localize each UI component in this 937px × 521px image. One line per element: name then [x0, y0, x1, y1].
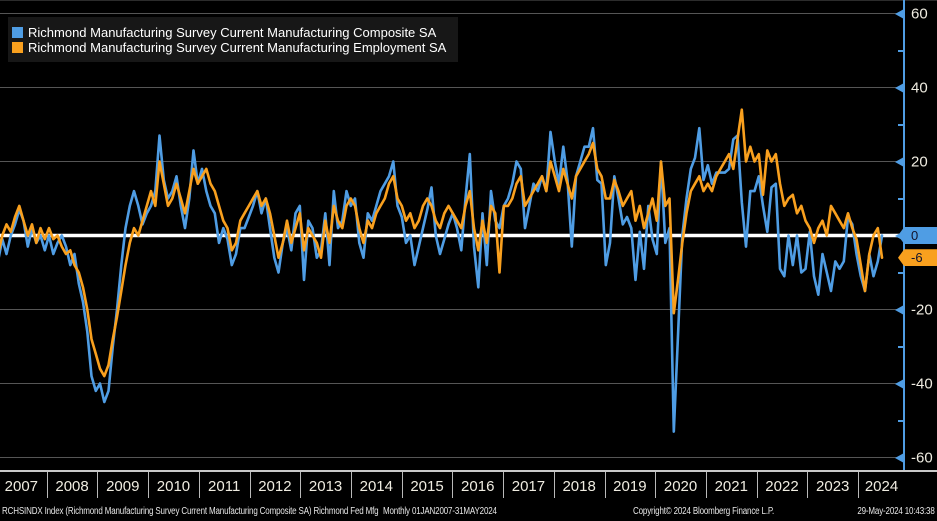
y-tick-arrow-icon [895, 82, 904, 93]
x-tick-separator [198, 472, 200, 498]
x-tick-separator [452, 472, 454, 498]
y-tick-minor [898, 49, 905, 52]
x-tick-label-2011: 2011 [208, 478, 241, 495]
x-tick-label-2018: 2018 [562, 478, 596, 495]
y-tick-label: -40 [911, 375, 933, 392]
y-tick-label: 40 [911, 79, 928, 96]
copyright-label: Copyright© 2024 Bloomberg Finance L.P. [633, 506, 775, 517]
y-tick-minor [898, 123, 905, 126]
footer-bar: RCHSINDX Index (Richmond Manufacturing S… [0, 504, 937, 521]
employment-series-line [0, 108, 884, 378]
x-tick-label-2022: 2022 [765, 478, 799, 495]
employment-last-value-badge: -6 [898, 249, 937, 267]
employment-series-swatch-icon [12, 42, 23, 53]
x-tick-separator [604, 472, 606, 498]
x-tick-separator [655, 472, 657, 498]
composite-series-swatch-icon [12, 27, 23, 38]
composite-series-line [0, 126, 884, 433]
chart-canvas[interactable] [0, 0, 905, 470]
y-tick-minor [898, 197, 905, 200]
y-tick-label: -20 [911, 301, 933, 318]
y-tick-arrow-icon [895, 156, 904, 167]
x-tick-label-2012: 2012 [258, 478, 292, 495]
security-description: RCHSINDX Index (Richmond Manufacturing S… [2, 506, 379, 517]
x-tick-separator [858, 472, 860, 498]
x-tick-separator [553, 472, 555, 498]
x-tick-separator [249, 472, 251, 498]
x-tick-separator [705, 472, 707, 498]
x-tick-label-2016: 2016 [461, 478, 495, 495]
y-tick-minor [898, 345, 905, 348]
y-tick-label: 60 [911, 5, 928, 22]
x-tick-label-2015: 2015 [410, 478, 444, 495]
y-tick-arrow-icon [895, 378, 904, 389]
window-top-border [0, 0, 937, 1]
x-tick-separator [350, 472, 352, 498]
x-tick-separator [503, 472, 505, 498]
period-range-label: Monthly 01JAN2007-31MAY2024 [383, 506, 497, 517]
x-tick-label-2013: 2013 [308, 478, 343, 495]
x-tick-label-2019: 2019 [613, 478, 647, 495]
x-tick-separator [401, 472, 403, 498]
x-tick-separator [148, 472, 150, 498]
legend-label-employment: Richmond Manufacturing Survey Current Ma… [28, 40, 447, 55]
x-tick-separator [46, 472, 48, 498]
x-tick-label-2020: 2020 [663, 478, 698, 495]
y-tick-minor [898, 419, 905, 422]
x-tick-label-2009: 2009 [106, 478, 140, 495]
x-tick-separator [807, 472, 809, 498]
chart-legend: Richmond Manufacturing Survey Current Ma… [8, 17, 459, 62]
y-tick-arrow-icon [895, 304, 904, 315]
x-tick-label-2017: 2017 [511, 478, 546, 495]
x-tick-separator [97, 472, 99, 498]
x-tick-label-2008: 2008 [55, 478, 89, 495]
x-tick-label-2010: 2010 [156, 478, 191, 495]
y-tick-arrow-icon [895, 452, 904, 463]
x-tick-label-2021: 2021 [714, 478, 748, 495]
x-tick-label-2023: 2023 [816, 478, 850, 495]
x-tick-separator [756, 472, 758, 498]
y-tick-label: -60 [911, 449, 933, 466]
legend-item-composite[interactable]: Richmond Manufacturing Survey Current Ma… [12, 25, 446, 40]
timestamp-label: 29-May-2024 10:43:38 [857, 506, 935, 517]
x-tick-label-2007: 2007 [4, 478, 39, 495]
y-tick-minor [898, 271, 905, 274]
composite-last-value-badge: 0 [898, 227, 937, 244]
legend-label-composite: Richmond Manufacturing Survey Current Ma… [28, 25, 437, 40]
x-tick-label-2014: 2014 [359, 478, 393, 495]
x-tick-separator [300, 472, 302, 498]
legend-item-employment[interactable]: Richmond Manufacturing Survey Current Ma… [12, 40, 446, 55]
y-tick-label: 20 [911, 153, 928, 170]
y-tick-arrow-icon [895, 8, 904, 19]
x-axis-line [0, 470, 937, 472]
x-tick-label-2024: 2024 [864, 478, 899, 495]
